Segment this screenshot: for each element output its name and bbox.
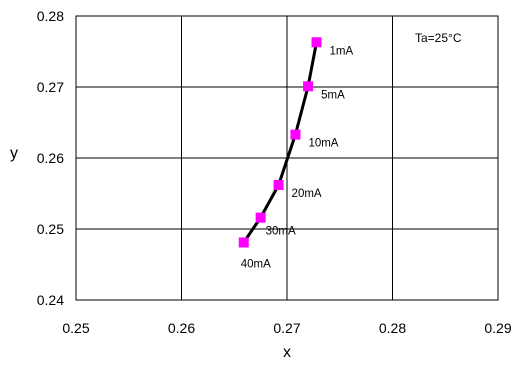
x-tick-label: 0.25 (62, 320, 89, 336)
y-tick-label: 0.25 (37, 221, 64, 237)
x-axis-title: x (283, 344, 291, 361)
y-tick-label: 0.24 (37, 292, 64, 308)
data-point-label: 10mA (308, 138, 338, 150)
x-tick-label: 0.27 (273, 320, 300, 336)
data-point-label: 20mA (292, 188, 322, 200)
temperature-annotation: Ta=25°C (415, 31, 462, 45)
data-point-label: 30mA (266, 226, 296, 238)
y-tick-label: 0.26 (37, 150, 64, 166)
data-point-label: 40mA (241, 258, 271, 270)
data-point-marker (303, 81, 314, 92)
x-tick-label: 0.28 (379, 320, 406, 336)
y-tick-label: 0.27 (37, 79, 64, 95)
data-point-label: 5mA (321, 89, 345, 101)
x-tick-label: 0.29 (484, 320, 511, 336)
y-tick-label: 0.28 (37, 8, 64, 24)
y-axis-title: y (10, 145, 18, 162)
x-tick-labels: 0.25 0.26 0.27 0.28 0.29 (62, 320, 511, 336)
data-point-marker (255, 212, 266, 223)
data-series (238, 37, 322, 248)
point-labels: 1mA 5mA 10mA 20mA 30mA 40mA (241, 45, 354, 270)
x-tick-label: 0.26 (168, 320, 195, 336)
data-point-marker (311, 37, 322, 48)
data-point-marker (238, 237, 249, 248)
data-point-marker (273, 179, 284, 190)
y-tick-labels: 0.24 0.25 0.26 0.27 0.28 (37, 8, 64, 308)
data-point-marker (290, 129, 301, 140)
data-point-label: 1mA (330, 45, 354, 57)
